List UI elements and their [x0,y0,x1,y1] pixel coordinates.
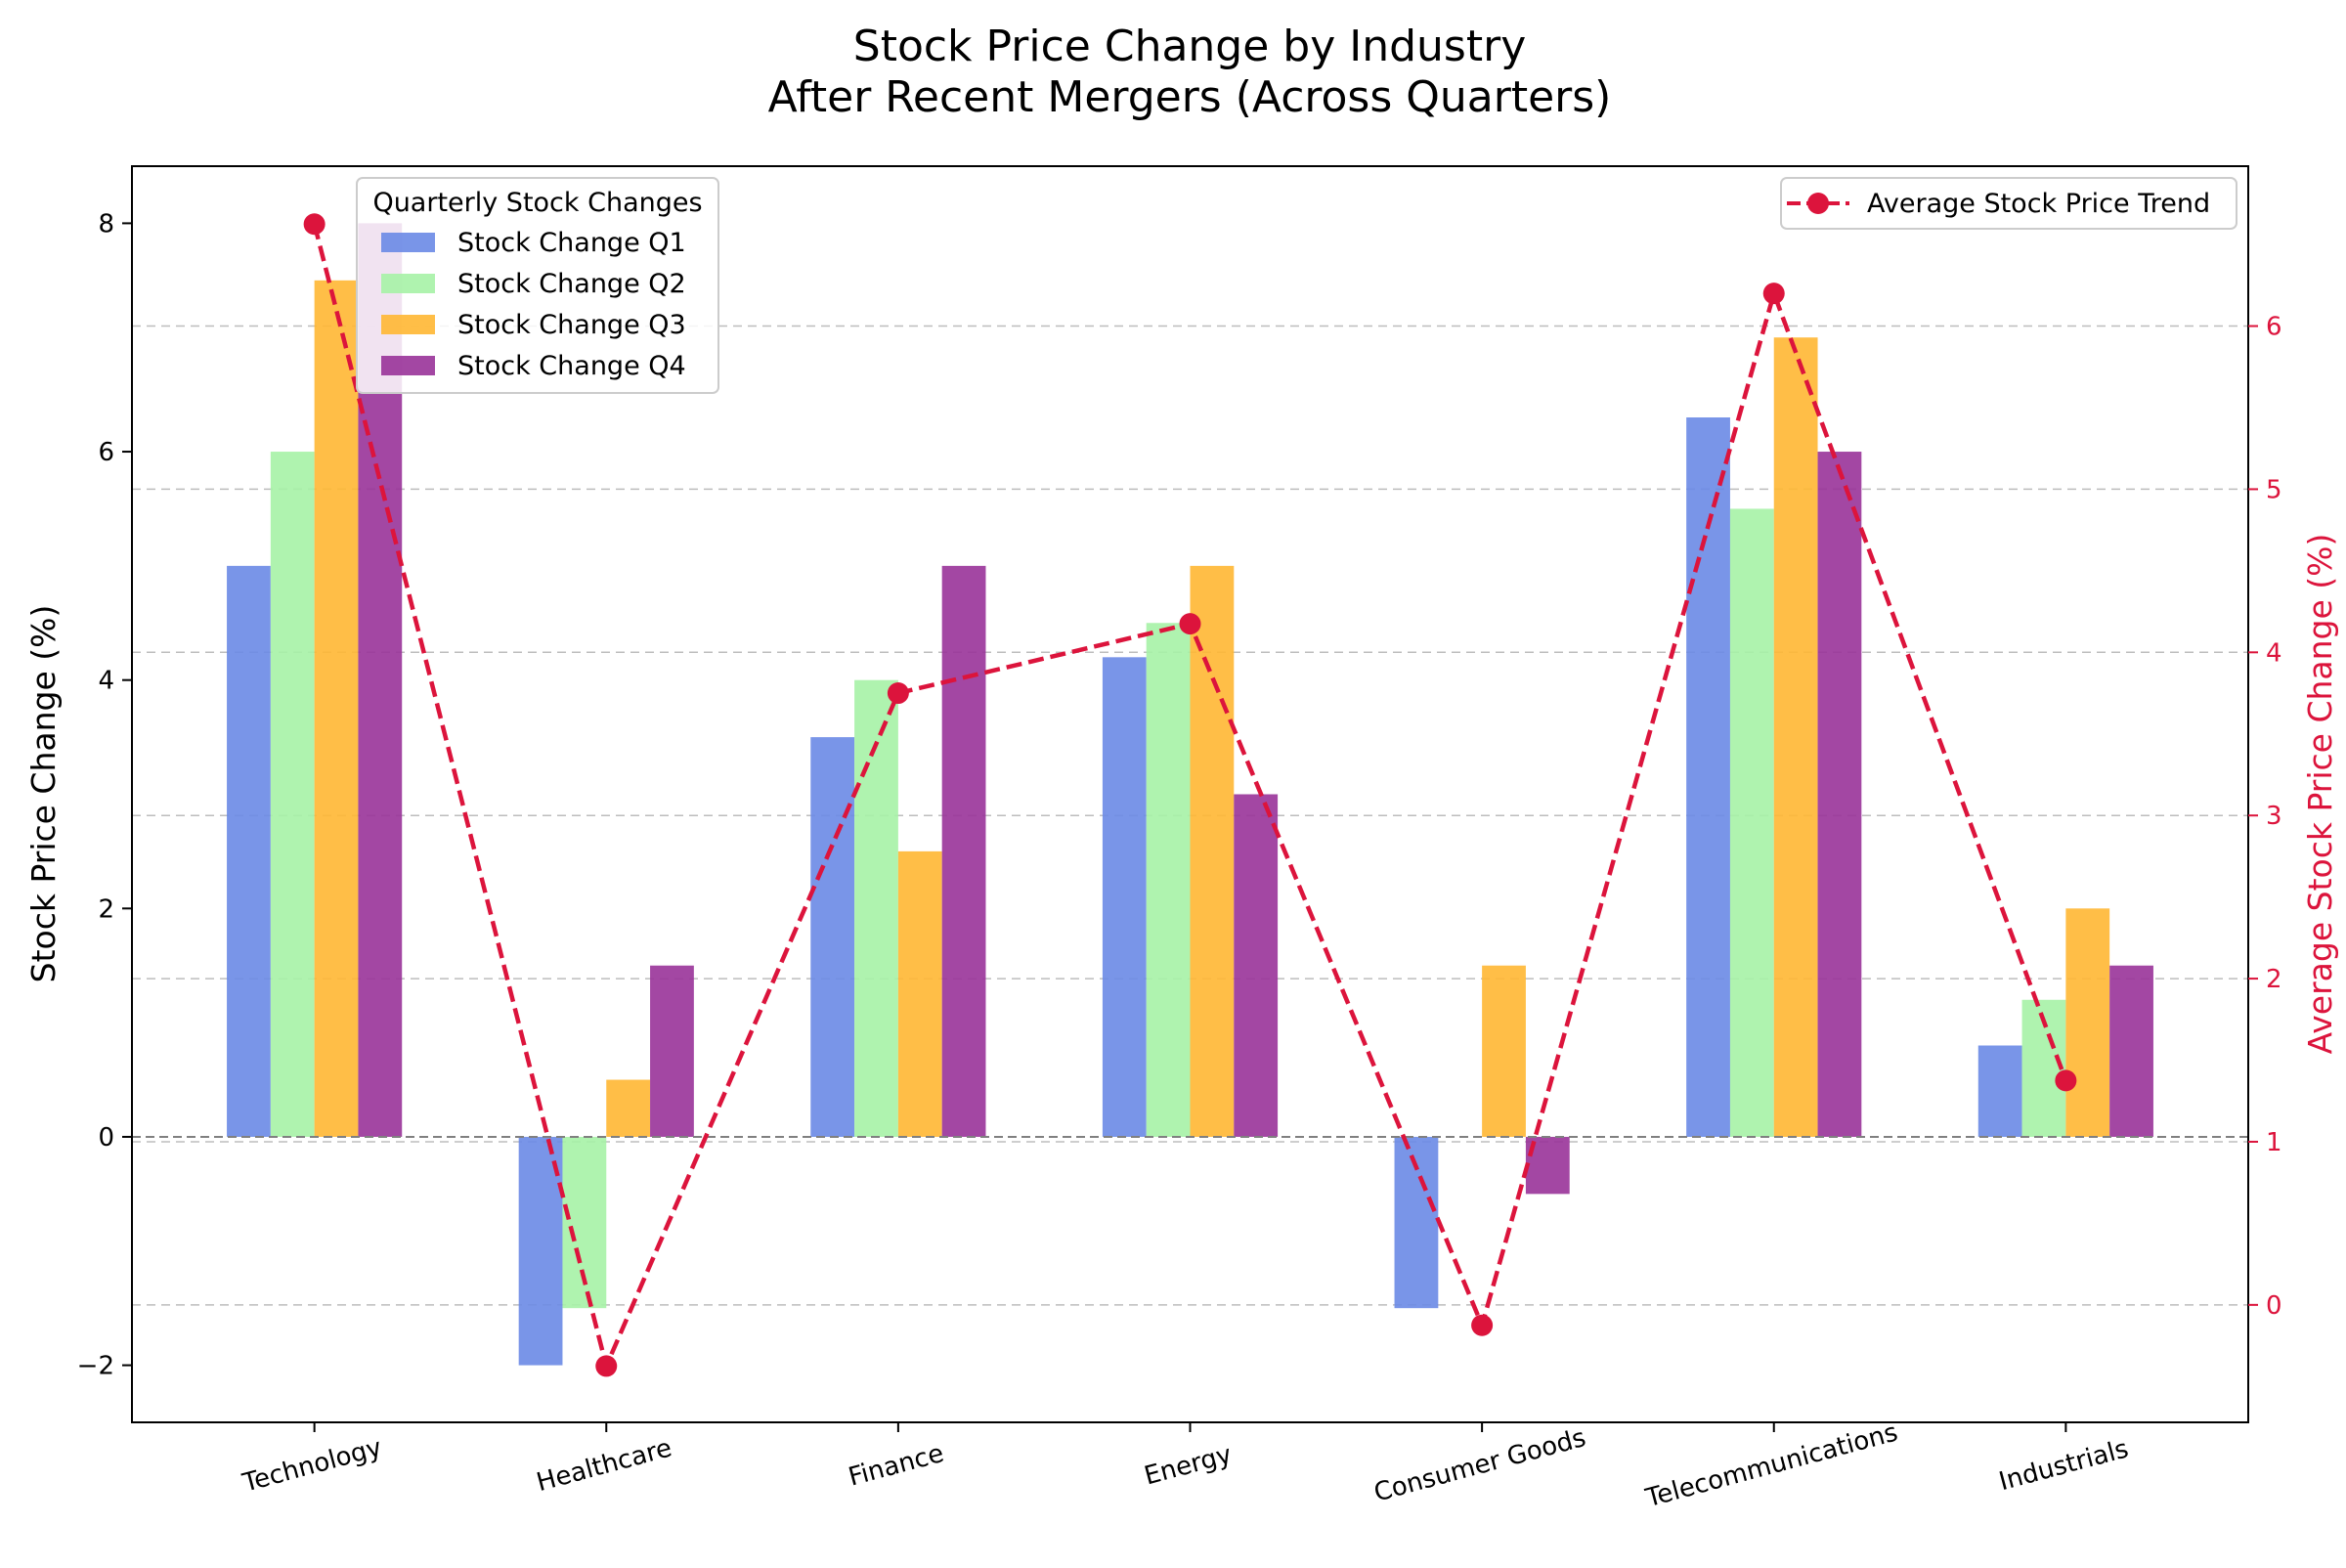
x-tick-label: Industrials [1996,1434,2132,1497]
bar-1-finance [810,737,855,1137]
legend-swatch-q2 [381,274,435,293]
y-axis-label-left: Stock Price Change (%) [24,605,63,983]
bar-4-healthcare [650,965,694,1137]
legend-label-q4: Stock Change Q4 [457,351,686,381]
bar-4-energy [1234,794,1279,1137]
bar-3-healthcare [606,1079,651,1137]
bar-2-technology [270,452,315,1137]
left-tick-label: 2 [98,894,114,924]
legend-swatch-q4 [381,356,435,375]
legend-trend-frame [1780,177,2237,230]
trend-point-industrials [2055,1069,2077,1092]
legend-quarterly-title: Quarterly Stock Changes [372,188,702,218]
bar-2-finance [854,679,898,1137]
trend-point-telecommunications [1762,283,1785,305]
legend-quarterly: Quarterly Stock Changes Stock Change Q1S… [356,177,719,394]
left-tick-label: 6 [98,438,114,467]
legend-swatch-q1 [381,233,435,252]
bar-2-energy [1146,623,1191,1137]
bar-4-industrials [2109,965,2153,1137]
bar-1-industrials [1977,1045,2022,1137]
right-tick-label: 4 [2266,638,2282,668]
bar-3-technology [314,280,359,1137]
trend-point-healthcare [595,1355,618,1377]
legend-swatch-q3 [381,315,435,334]
bar-3-industrials [2065,908,2110,1137]
right-tick-label: 0 [2266,1291,2282,1321]
y-axis-label-right: Average Stock Price Change (%) [2301,534,2339,1055]
legend-label-q1: Stock Change Q1 [457,228,686,258]
x-tick-label: Consumer Goods [1371,1423,1589,1508]
bar-1-energy [1102,657,1147,1137]
bar-1-telecommunications [1686,417,1730,1137]
bar-3-telecommunications [1773,337,1818,1137]
x-tick-label: Energy [1142,1440,1236,1492]
legend-trend-swatch-marker [1807,193,1829,214]
right-tick-label: 1 [2266,1128,2282,1157]
bar-3-energy [1190,565,1235,1137]
legend-label-q3: Stock Change Q3 [457,310,686,340]
bar-3-finance [897,850,942,1137]
bar-4-finance [941,565,986,1137]
bar-4-telecommunications [1817,452,1862,1137]
bar-2-telecommunications [1729,508,1774,1137]
legend-trend-label: Average Stock Price Trend [1867,189,2210,219]
left-tick-label: 0 [98,1123,114,1153]
chart-title-line2: After Recent Mergers (Across Quarters) [768,72,1612,122]
trend-line-layer [303,213,2077,1377]
right-tick-label: 2 [2266,965,2282,994]
bars-layer [227,223,2153,1366]
left-tick-label: −2 [77,1352,114,1381]
right-tick-label: 3 [2266,802,2282,831]
right-tick-label: 6 [2266,313,2282,342]
right-y-axis: 0 1 2 3 4 5 6 [2248,313,2282,1321]
right-tick-label: 5 [2266,475,2282,504]
legend-quarterly-items: Stock Change Q1 Stock Change Q2 Stock Chan… [381,228,686,381]
chart-title-line1: Stock Price Change by Industry [853,22,1526,71]
x-axis: Technology Healthcare Finance Energy Consume… [239,1417,2131,1513]
trend-point-technology [303,213,326,236]
trend-point-consumer-goods [1471,1314,1494,1336]
legend-trend: Average Stock Price Trend [1780,177,2237,230]
legend-quarterly-frame [356,177,719,394]
bar-3-consumer-goods [1482,965,1526,1137]
bar-1-technology [227,565,271,1137]
x-tick-label: Healthcare [534,1433,675,1498]
trend-point-energy [1179,613,1201,635]
trend-point-finance [887,682,909,705]
left-y-axis: −2 0 2 4 6 8 [77,209,132,1381]
x-tick-label: Technology [239,1433,384,1499]
x-tick-label: Telecommunications [1642,1417,1901,1513]
left-tick-label: 4 [98,667,114,696]
legend-label-q2: Stock Change Q2 [457,269,686,299]
x-tick-label: Finance [846,1439,947,1493]
left-tick-label: 8 [98,209,114,239]
